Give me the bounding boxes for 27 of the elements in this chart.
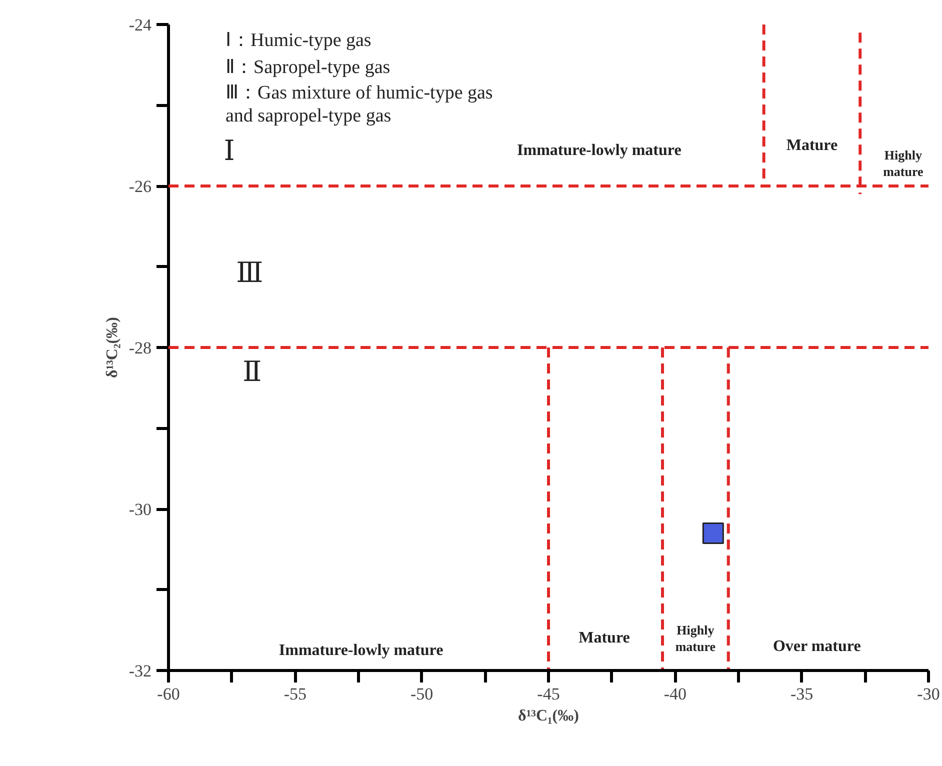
annotation: Mature (786, 137, 838, 154)
annotation: Ⅱ：Sapropel-type gas (226, 56, 390, 78)
annotation: Over mature (772, 638, 861, 655)
annotation: Ⅱ (242, 355, 262, 388)
annotation: Highly mature (675, 622, 716, 654)
y-tick-label: -26 (128, 177, 152, 196)
annotation: Immature-lowly mature (517, 142, 682, 159)
annotation: Mature (578, 630, 630, 647)
annotation: Immature-lowly mature (278, 642, 444, 659)
annotation: Ⅲ：Gas mixture of humic-type gas and sapropel-type gas (226, 82, 493, 127)
annotation: Ⅰ (224, 134, 235, 167)
y-tick-label: -32 (128, 662, 152, 680)
y-tick-label: -24 (128, 16, 152, 34)
y-tick-label: -30 (128, 500, 152, 519)
x-axis-title: δ¹³C₁(‰) (518, 708, 579, 724)
y-axis-title: δ¹³C₂(‰) (104, 317, 121, 378)
x-tick-label: -50 (410, 684, 434, 704)
x-tick-label: -45 (537, 684, 560, 704)
y-tick-label: -28 (128, 338, 152, 358)
annotation: Ⅰ：Humic-type gas (226, 30, 372, 52)
x-tick-label: -40 (664, 684, 687, 704)
x-tick-label: -55 (284, 684, 307, 704)
annotation: Highly mature (883, 148, 924, 180)
x-tick-label: -60 (157, 684, 180, 704)
x-tick-label: -35 (790, 684, 814, 704)
x-tick-label: -30 (917, 684, 940, 704)
annotation: Ⅲ (236, 256, 264, 289)
